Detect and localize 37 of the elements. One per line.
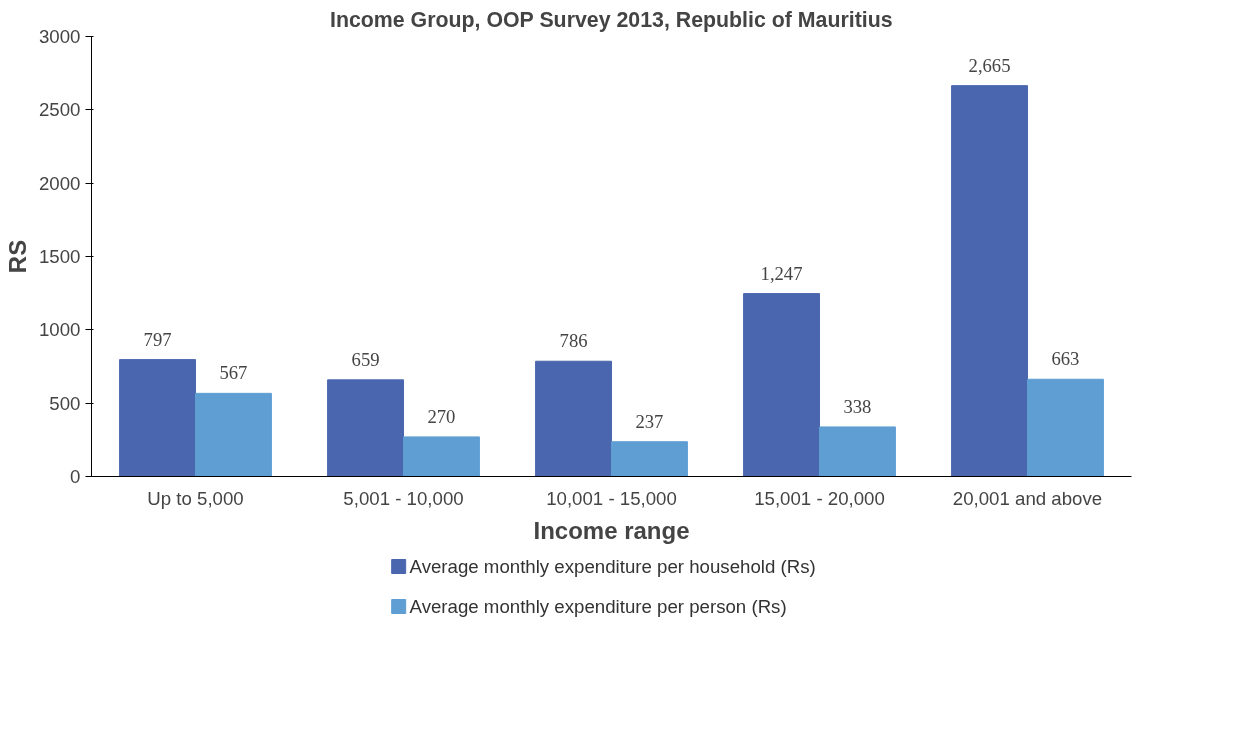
data-label: 2,665 <box>968 54 1011 76</box>
y-tick-label: 1500 <box>39 246 81 267</box>
bar <box>819 426 896 477</box>
bar <box>119 359 196 477</box>
data-label: 567 <box>219 362 248 384</box>
data-label: 338 <box>843 395 872 417</box>
bar <box>403 436 480 477</box>
data-label: 797 <box>143 328 172 350</box>
bar <box>611 441 688 477</box>
data-label: 663 <box>1051 348 1080 370</box>
data-label: 1,247 <box>760 262 803 284</box>
bar <box>951 85 1028 477</box>
x-tick-label: 20,001 and above <box>952 487 1103 509</box>
y-tick-label: 0 <box>70 466 81 487</box>
x-tick-label: Up to 5,000 <box>147 487 244 509</box>
y-tick-label: 1000 <box>39 319 81 341</box>
data-label: 786 <box>559 330 588 352</box>
legend-label: Average monthly expenditure per household (Rs) <box>409 556 816 577</box>
x-axis-title: Income range <box>533 516 690 544</box>
x-tick-label: 10,001 - 15,000 <box>546 487 677 509</box>
y-tick-label: 500 <box>49 392 81 414</box>
bar <box>535 360 612 477</box>
legend-label: Average monthly expenditure per person (Rs) <box>409 596 787 617</box>
y-tick-label: 2000 <box>39 172 81 194</box>
x-tick-label: 15,001 - 20,000 <box>754 487 885 509</box>
chart-title: Income Group, OOP Survey 2013, Republic of Mauritius <box>330 7 893 32</box>
bar <box>327 379 404 477</box>
bar <box>1027 378 1104 477</box>
bar <box>195 392 272 477</box>
y-tick-label: 3000 <box>39 26 81 47</box>
data-label: 270 <box>427 405 456 427</box>
y-axis-title: RS <box>4 239 31 274</box>
x-tick-label: 5,001 - 10,000 <box>343 487 464 509</box>
data-label: 237 <box>635 410 664 432</box>
bar <box>743 293 820 477</box>
y-tick-label: 2500 <box>39 99 81 121</box>
data-label: 659 <box>351 348 380 370</box>
